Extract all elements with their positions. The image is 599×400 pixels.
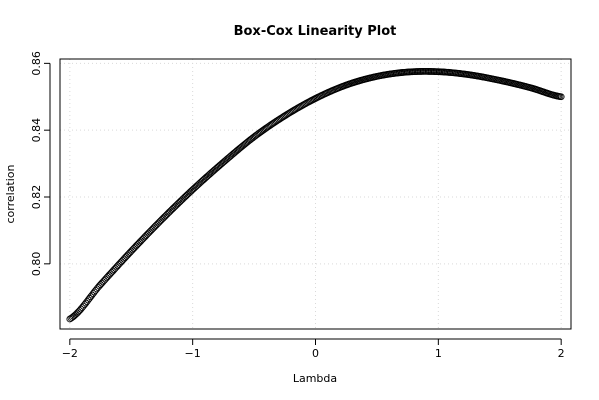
data-point [557, 93, 565, 101]
data-point [149, 224, 157, 232]
grid [60, 59, 571, 329]
data-point [168, 206, 176, 214]
chart-title: Box-Cox Linearity Plot [234, 24, 397, 39]
data-point [138, 236, 146, 243]
data-point [173, 201, 181, 209]
data-point [142, 232, 150, 240]
data-point [165, 208, 173, 216]
data-point [151, 223, 158, 231]
x-tick-label: −1 [185, 347, 201, 360]
data-point [194, 181, 201, 189]
y-tick-label: 0.84 [30, 118, 43, 143]
data-point [196, 179, 204, 187]
data-point [186, 188, 194, 196]
data-point [137, 237, 145, 245]
data-point [148, 225, 156, 233]
y-axis: 0.80 0.82 0.84 0.86 [30, 51, 51, 277]
y-axis-label: correlation [4, 164, 17, 223]
data-point [185, 189, 193, 197]
data-point [195, 180, 203, 188]
data-point [161, 213, 168, 221]
x-tick-label: −2 [62, 347, 78, 360]
data-point [154, 219, 162, 227]
plot-frame [59, 58, 572, 330]
data-point [180, 194, 188, 202]
data-point [141, 233, 149, 241]
data-point [191, 183, 199, 191]
data-point [174, 200, 182, 208]
data-point [178, 196, 186, 204]
data-point [153, 220, 161, 228]
data-point [190, 185, 198, 192]
data-point [162, 212, 170, 220]
data-point [179, 195, 187, 203]
data-point [145, 229, 152, 237]
data-point [136, 238, 144, 246]
data-point [71, 312, 79, 319]
data-point [156, 218, 163, 226]
data-point [157, 217, 165, 225]
data-point [70, 313, 77, 320]
data-point [189, 186, 197, 194]
data-point [164, 209, 172, 217]
data-point [176, 197, 184, 205]
data-point [181, 193, 189, 200]
y-tick-label: 0.82 [30, 185, 43, 210]
data-point [172, 202, 179, 210]
y-tick-label: 0.80 [30, 252, 43, 277]
x-tick-label: 0 [312, 347, 319, 360]
data-point [184, 190, 192, 198]
data-point [163, 211, 171, 218]
data-point [170, 203, 178, 211]
x-tick-label: 1 [435, 347, 442, 360]
data-point [192, 182, 200, 190]
data-point [147, 227, 155, 235]
data-point [152, 222, 160, 229]
data-point [169, 205, 177, 212]
x-axis-label: Lambda [293, 372, 337, 385]
data-point [183, 192, 190, 199]
x-axis: −2 −1 0 1 2 [62, 338, 565, 360]
data-point [146, 228, 154, 236]
data-point [72, 310, 80, 318]
data-points [66, 67, 565, 323]
data-point [167, 207, 174, 215]
data-point [158, 215, 166, 223]
data-point [159, 214, 167, 222]
data-point [143, 231, 151, 238]
data-point [188, 187, 195, 195]
data-point [140, 234, 147, 242]
x-tick-label: 2 [558, 347, 565, 360]
y-tick-label: 0.86 [30, 51, 43, 75]
data-point [175, 199, 183, 206]
